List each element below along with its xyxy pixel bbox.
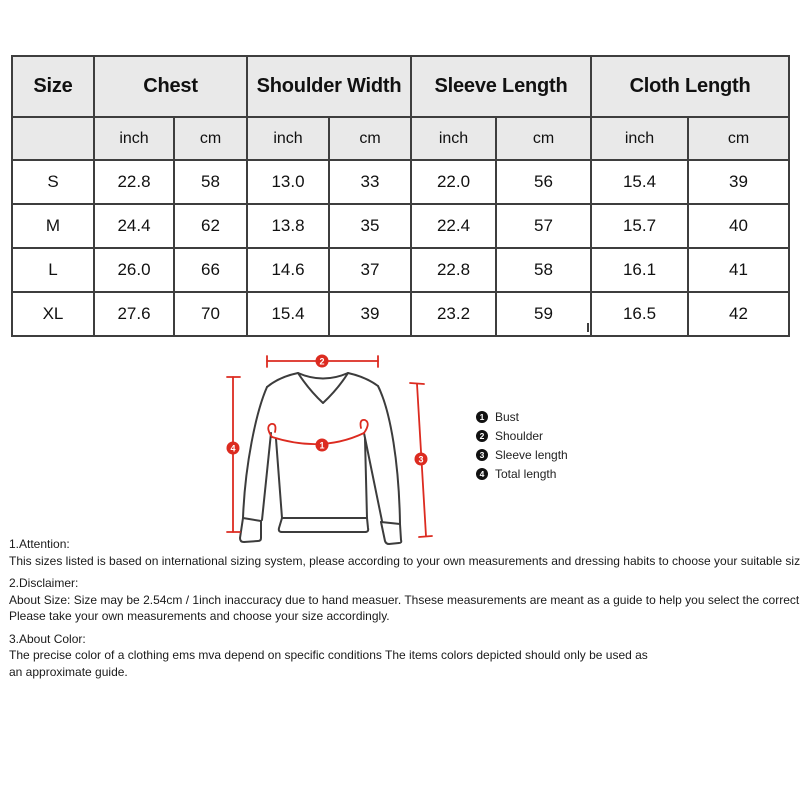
attention-heading: 1.Attention: [9, 537, 70, 551]
value-cell: 22.4 [410, 203, 498, 249]
measure-badge-sleeve-icon: 3 [414, 452, 428, 466]
header-chest: Chest [92, 55, 249, 118]
value-cell: 37 [328, 247, 413, 293]
table-row-l: L 26.0 66 14.6 37 22.8 58 16.1 41 [11, 247, 791, 293]
legend-label: Bust [495, 409, 520, 424]
unit-blank-cell [11, 116, 95, 161]
value-cell: 23.2 [410, 291, 498, 337]
value-cell: 62 [172, 203, 249, 249]
value-cell: 33 [328, 159, 413, 205]
about-color-text-line2: an approximate guide. [9, 664, 128, 679]
measure-badge-bust-icon: 1 [315, 438, 329, 452]
svg-text:2: 2 [319, 357, 324, 367]
header-cloth-length: Cloth Length [590, 55, 791, 118]
measure-lines [226, 355, 433, 538]
disclaimer-heading: 2.Disclaimer: [9, 576, 79, 590]
value-cell: 39 [687, 159, 791, 205]
unit-cell: cm [172, 116, 249, 161]
header-sleeve-length: Sleeve Length [410, 55, 593, 118]
table-row-xl: XL 27.6 70 15.4 39 23.2 59 16.5 42 [11, 291, 791, 337]
size-table: Size Chest Shoulder Width Sleeve Length … [11, 55, 791, 337]
header-size: Size [11, 55, 95, 118]
header-shoulder-width: Shoulder Width [246, 55, 413, 118]
value-cell: 14.6 [246, 247, 331, 293]
legend-label: Sleeve length [495, 447, 568, 462]
unit-cell: inch [93, 116, 175, 161]
table-row-s: S 22.8 58 13.0 33 22.0 56 15.4 39 [11, 159, 791, 205]
value-cell: 56 [495, 159, 593, 205]
legend-label: Shoulder [495, 428, 544, 443]
disclaimer-text-line1: About Size: Size may be 2.54cm / 1inch i… [9, 592, 800, 607]
measure-badge-shoulder-icon: 2 [315, 354, 329, 368]
size-cell: L [11, 247, 95, 293]
value-cell: 40 [687, 203, 791, 249]
legend-item-shoulder: 2 Shoulder [476, 426, 568, 445]
unit-cell: cm [687, 116, 791, 161]
size-cell: M [11, 203, 95, 249]
table-unit-row: inch cm inch cm inch cm inch cm [11, 116, 791, 161]
value-cell: 16.5 [590, 291, 690, 337]
unit-cell: cm [495, 116, 593, 161]
legend-item-bust: 1 Bust [476, 407, 568, 426]
value-cell: 58 [495, 247, 593, 293]
value-cell: 15.7 [590, 203, 690, 249]
value-cell: 15.4 [590, 159, 690, 205]
garment-measurement-diagram: 2 1 3 4 [226, 354, 433, 545]
value-cell: 58 [172, 159, 249, 205]
legend-item-total-length: 4 Total length [476, 464, 568, 483]
svg-text:1: 1 [319, 441, 324, 451]
value-cell: 22.8 [93, 159, 175, 205]
legend-badge-2-icon: 2 [476, 429, 488, 442]
measurement-legend: 1 Bust 2 Shoulder 3 Sleeve length 4 Tota… [476, 407, 568, 483]
legend-badge-4-icon: 4 [476, 467, 488, 480]
svg-text:4: 4 [230, 444, 235, 454]
notes-section: 1.Attention: This sizes listed is based … [9, 536, 800, 680]
about-color-text-line1: The precise color of a clothing ems mva … [9, 648, 648, 662]
value-cell: 57 [495, 203, 593, 249]
attention-text: This sizes listed is based on internatio… [9, 553, 800, 568]
value-cell: 41 [687, 247, 791, 293]
table-cropped-row-stub [11, 323, 13, 332]
unit-cell: cm [328, 116, 413, 161]
sweater-outline-icon [239, 372, 403, 545]
value-cell: 22.8 [410, 247, 498, 293]
measure-badge-length-icon: 4 [226, 441, 240, 455]
value-cell: 13.0 [246, 159, 331, 205]
about-color-heading: 3.About Color: [9, 631, 86, 646]
value-cell: 24.4 [93, 203, 175, 249]
unit-cell: inch [246, 116, 331, 161]
value-cell: 66 [172, 247, 249, 293]
value-cell: 22.0 [410, 159, 498, 205]
svg-text:3: 3 [418, 455, 423, 465]
unit-cell: inch [590, 116, 690, 161]
legend-badge-3-icon: 3 [476, 448, 488, 461]
unit-cell: inch [410, 116, 498, 161]
value-cell: 35 [328, 203, 413, 249]
table-cropped-row-stub [587, 323, 589, 332]
value-cell: 27.6 [93, 291, 175, 337]
legend-label: Total length [495, 466, 557, 481]
size-cell: S [11, 159, 95, 205]
table-header-row: Size Chest Shoulder Width Sleeve Length … [11, 55, 791, 118]
table-row-m: M 24.4 62 13.8 35 22.4 57 15.7 40 [11, 203, 791, 249]
legend-item-sleeve-length: 3 Sleeve length [476, 445, 568, 464]
size-cell: XL [11, 291, 95, 337]
value-cell: 16.1 [590, 247, 690, 293]
value-cell: 59 [495, 291, 593, 337]
value-cell: 15.4 [246, 291, 331, 337]
value-cell: 42 [687, 291, 791, 337]
value-cell: 13.8 [246, 203, 331, 249]
value-cell: 26.0 [93, 247, 175, 293]
legend-badge-1-icon: 1 [476, 410, 488, 423]
value-cell: 70 [172, 291, 249, 337]
disclaimer-text-line2: Please take your own measurements and ch… [9, 609, 390, 623]
value-cell: 39 [328, 291, 413, 337]
